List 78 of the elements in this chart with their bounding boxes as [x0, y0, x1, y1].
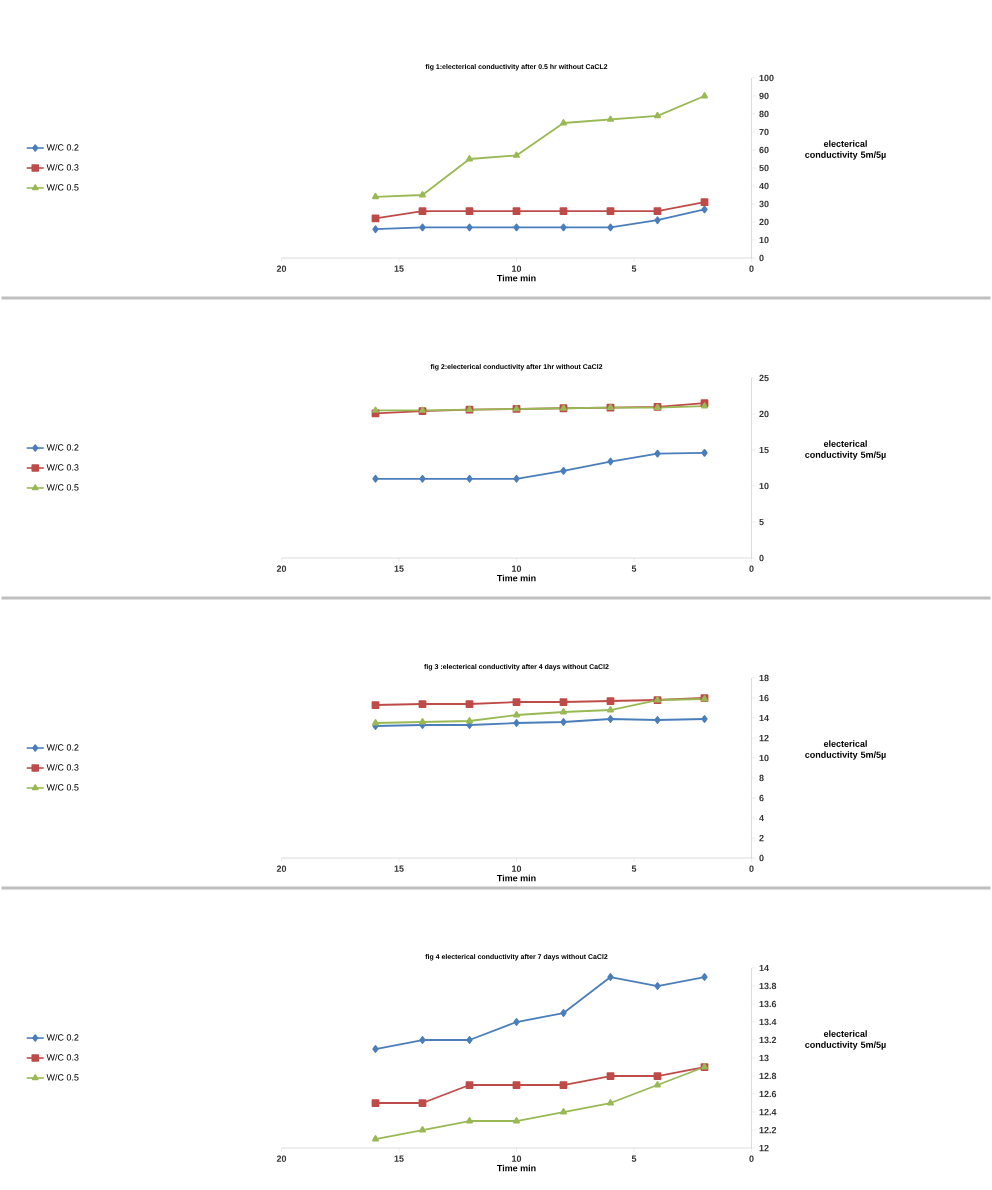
legend-label: W/C 0.3	[46, 164, 79, 171]
x-tick-label: 15	[394, 565, 404, 572]
x-tick-label: 5	[631, 865, 637, 872]
y-tick-label: 12.4	[759, 1108, 777, 1116]
x-tick-label: 15	[394, 265, 404, 272]
y-tick-label: 10	[759, 482, 769, 490]
y-tick-label: 13.4	[759, 1018, 777, 1026]
x-tick-label: 0	[749, 865, 754, 872]
y-tick-label: 10	[759, 236, 769, 244]
y-tick-label: 80	[759, 110, 769, 118]
x-tick-label: 0	[749, 1155, 754, 1162]
y-tick-label: 70	[759, 128, 769, 136]
y-tick-label: 12.6	[759, 1090, 777, 1098]
x-tick-label: 20	[276, 865, 287, 872]
y-tick-label: 0	[759, 554, 764, 562]
y-tick-label: 60	[759, 146, 769, 154]
y-tick-label: 12	[759, 734, 769, 742]
y-tick-label: 4	[759, 814, 764, 822]
legend-label: W/C 0.5	[46, 183, 79, 191]
y-tick-label: 40	[759, 182, 769, 190]
legend-label: W/C 0.5	[46, 783, 79, 791]
x-axis-title: Time min	[496, 874, 536, 882]
y-tick-label: 18	[759, 674, 769, 682]
x-tick-label: 10	[512, 565, 522, 572]
y-tick-label: 13.6	[759, 1000, 777, 1008]
legend-label: W/C 0.3	[46, 1054, 79, 1061]
legend-label: W/C 0.3	[46, 764, 79, 771]
y-tick-label: 13.2	[759, 1036, 777, 1044]
x-tick-label: 0	[749, 565, 754, 572]
y-tick-label: 10	[759, 754, 769, 762]
legend-label: W/C 0.2	[46, 744, 79, 751]
y-tick-label: 0	[759, 254, 764, 262]
y-tick-label: 16	[759, 694, 769, 702]
x-tick-label: 20	[276, 1155, 287, 1162]
legend-label: W/C 0.5	[46, 1073, 79, 1081]
x-tick-label: 5	[631, 265, 637, 272]
legend-label: W/C 0.2	[46, 144, 79, 151]
y-axis-title: electerical conductivity 5m/5µ	[805, 140, 886, 160]
x-tick-label: 10	[512, 865, 522, 872]
y-tick-label: 25	[759, 374, 769, 382]
y-tick-label: 8	[759, 774, 764, 782]
y-tick-label: 6	[759, 794, 764, 802]
y-axis-title: electerical conductivity 5m/5µ	[805, 740, 886, 760]
y-tick-label: 20	[759, 410, 769, 418]
y-tick-label: 12	[759, 1144, 769, 1152]
y-tick-label: 13	[759, 1054, 769, 1062]
legend-label: W/C 0.3	[46, 464, 79, 471]
y-tick-label: 12.2	[759, 1126, 777, 1134]
y-tick-label: 2	[759, 834, 764, 842]
y-tick-label: 5	[759, 518, 764, 526]
y-tick-label: 90	[759, 92, 769, 100]
y-axis-title: electerical conductivity 5m/5µ	[805, 1030, 886, 1050]
x-axis-title: Time min	[496, 274, 536, 282]
x-tick-label: 10	[512, 1155, 522, 1162]
x-tick-label: 15	[394, 1155, 404, 1162]
x-tick-label: 15	[394, 865, 404, 872]
y-tick-label: 14	[759, 714, 769, 722]
legend-label: W/C 0.5	[46, 483, 79, 491]
y-tick-label: 15	[759, 446, 769, 454]
x-tick-label: 10	[512, 265, 522, 272]
x-axis-title: Time min	[496, 574, 536, 582]
x-tick-label: 20	[276, 565, 287, 572]
x-axis-title: Time min	[496, 1164, 536, 1172]
legend-label: W/C 0.2	[46, 1034, 79, 1041]
x-tick-label: 5	[631, 1155, 637, 1162]
legend-label: W/C 0.2	[46, 444, 79, 451]
x-tick-label: 5	[631, 565, 637, 572]
x-tick-label: 20	[276, 265, 287, 272]
y-tick-label: 30	[759, 200, 769, 208]
y-tick-label: 50	[759, 164, 769, 172]
y-tick-label: 0	[759, 854, 764, 862]
y-tick-label: 13.8	[759, 982, 777, 990]
y-tick-label: 12.8	[759, 1072, 777, 1080]
y-tick-label: 20	[759, 218, 769, 226]
y-tick-label: 100	[759, 74, 774, 82]
y-tick-label: 14	[759, 964, 769, 972]
y-axis-title: electerical conductivity 5m/5µ	[805, 440, 886, 460]
x-tick-label: 0	[749, 265, 754, 272]
